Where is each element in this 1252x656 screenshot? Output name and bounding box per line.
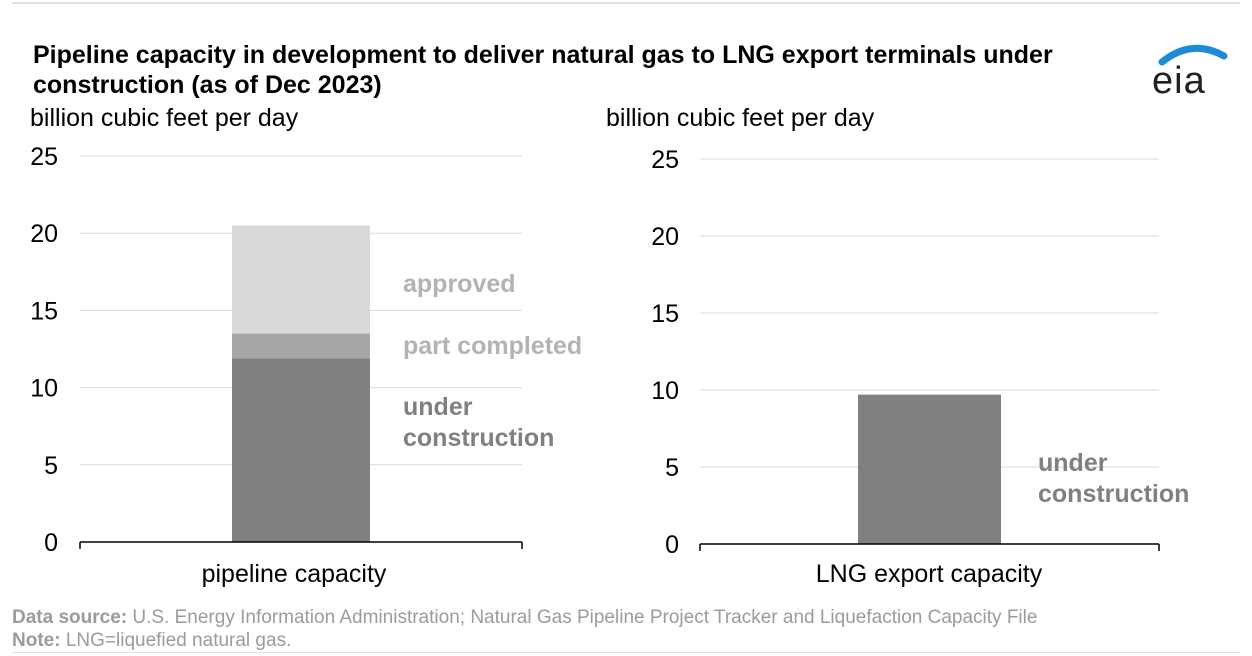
y-tick-label: 15 (30, 297, 58, 325)
note-label: Note: (12, 630, 61, 651)
eia-logo: eia (1152, 40, 1232, 102)
x-category-label: pipeline capacity (202, 560, 387, 588)
y-tick-label: 10 (651, 377, 679, 405)
bar-part-completed (232, 333, 370, 359)
x-category-label: LNG export capacity (816, 560, 1043, 588)
series-label-approved: approved (403, 270, 516, 298)
source-label: Data source: (12, 607, 128, 628)
series-label-part-completed: part completed (403, 332, 582, 360)
y-tick-label: 15 (651, 300, 679, 328)
y-tick-label: 20 (30, 220, 58, 248)
y-tick-label: 0 (665, 531, 679, 559)
y-tick-label: 20 (651, 223, 679, 251)
series-label-under-construction: construction (403, 424, 554, 452)
series-label-under-construction: under (1038, 449, 1108, 477)
bar-approved (232, 225, 370, 334)
logo-arc-icon (1158, 44, 1228, 66)
y-tick-label: 25 (30, 143, 58, 171)
logo-text: eia (1152, 60, 1206, 102)
chart-title: Pipeline capacity in development to deli… (33, 41, 1053, 99)
footer: Data source: U.S. Energy Information Adm… (12, 606, 1037, 652)
y-tick-label: 25 (651, 146, 679, 174)
bar-under-construction (232, 358, 370, 542)
y-axis-unit-label: billion cubic feet per day (30, 104, 299, 132)
note-text: LNG=liquefied natural gas. (65, 630, 292, 651)
bottom-rule (12, 652, 1240, 653)
top-rule (12, 2, 1240, 4)
y-tick-label: 5 (665, 454, 679, 482)
series-label-under-construction: construction (1038, 480, 1189, 508)
y-axis-unit-label: billion cubic feet per day (606, 104, 875, 132)
source-line: Data source: U.S. Energy Information Adm… (12, 606, 1037, 629)
source-text: U.S. Energy Information Administration; … (132, 607, 1038, 628)
y-tick-label: 0 (44, 529, 58, 557)
y-tick-label: 5 (44, 452, 58, 480)
series-label-under-construction: under (403, 393, 473, 421)
bar-under-construction (858, 394, 1001, 544)
note-line: Note: LNG=liquefied natural gas. (12, 629, 1037, 652)
y-tick-label: 10 (30, 375, 58, 403)
